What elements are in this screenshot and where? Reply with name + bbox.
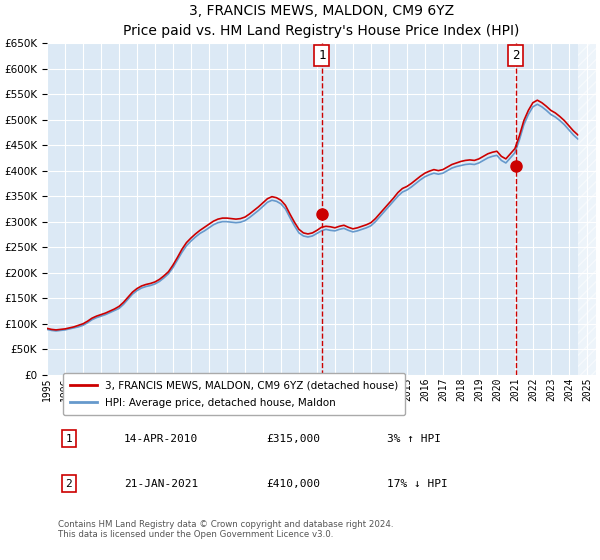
Text: 2: 2 [65, 479, 73, 489]
Legend: 3, FRANCIS MEWS, MALDON, CM9 6YZ (detached house), HPI: Average price, detached : 3, FRANCIS MEWS, MALDON, CM9 6YZ (detach… [63, 374, 406, 416]
Text: 14-APR-2010: 14-APR-2010 [124, 433, 198, 444]
Text: 17% ↓ HPI: 17% ↓ HPI [387, 479, 448, 489]
Text: Contains HM Land Registry data © Crown copyright and database right 2024.
This d: Contains HM Land Registry data © Crown c… [58, 520, 394, 539]
Text: 21-JAN-2021: 21-JAN-2021 [124, 479, 198, 489]
Text: £315,000: £315,000 [266, 433, 320, 444]
Text: 3% ↑ HPI: 3% ↑ HPI [387, 433, 441, 444]
Text: £410,000: £410,000 [266, 479, 320, 489]
Text: 1: 1 [318, 49, 326, 62]
Text: 1: 1 [65, 433, 73, 444]
Text: 2: 2 [512, 49, 520, 62]
Title: 3, FRANCIS MEWS, MALDON, CM9 6YZ
Price paid vs. HM Land Registry's House Price I: 3, FRANCIS MEWS, MALDON, CM9 6YZ Price p… [123, 4, 520, 38]
